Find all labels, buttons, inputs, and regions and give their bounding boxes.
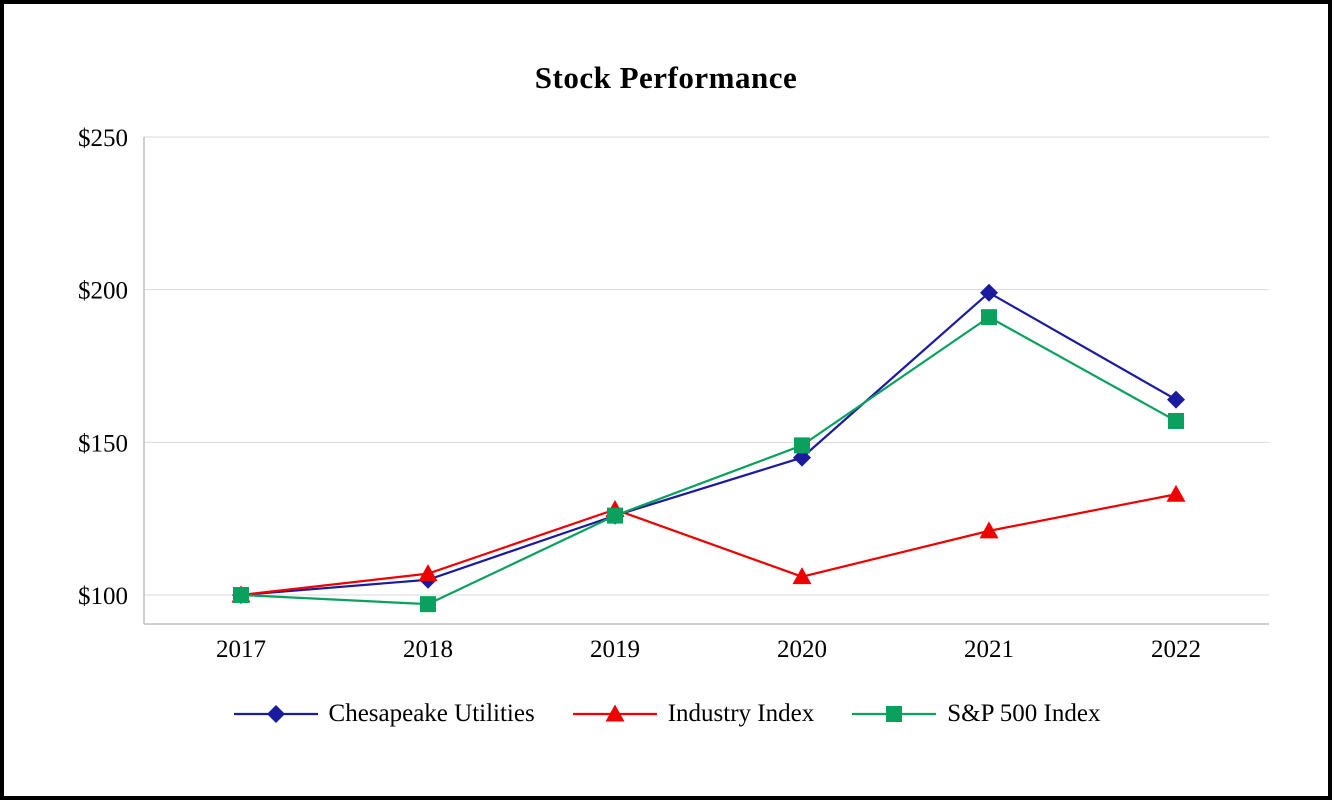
legend-label: Industry Index	[667, 700, 815, 727]
x-axis-tick-label: 2022	[1151, 636, 1201, 663]
legend: Chesapeake Utilities Industry Index S&P 50…	[4, 700, 1328, 728]
series-line-chesapeake-utilities	[240, 291, 1177, 597]
x-axis-tick-label: 2020	[777, 636, 827, 663]
square-marker-icon-s-p-500-index	[1168, 412, 1184, 429]
diamond-marker-icon-chesapeake-utilities	[980, 283, 998, 302]
legend-item-s-p-500-index: S&P 500 Index	[850, 700, 1100, 728]
legend-diamond-swatch-icon	[233, 705, 318, 723]
y-axis-tick-label: $200	[78, 278, 128, 305]
legend-triangle-swatch-icon	[572, 704, 657, 722]
triangle-marker-icon-industry-index	[792, 567, 812, 585]
legend-label: Chesapeake Utilities	[328, 700, 535, 727]
series-line-s-p-500-index	[240, 315, 1177, 606]
stock-performance-chart: $100 $150 $200 $250 2017 2018 2019 2020 2021 2022	[78, 125, 1269, 663]
x-axis-tick-label: 2019	[590, 636, 640, 663]
square-marker-icon-legend	[886, 706, 903, 722]
square-marker-icon-s-p-500-index	[794, 437, 810, 454]
legend-square-swatch-icon	[852, 706, 937, 722]
x-axis-tick-label: 2018	[403, 636, 453, 663]
triangle-marker-icon-industry-index	[979, 521, 999, 539]
triangle-marker-icon-industry-index	[1166, 484, 1186, 502]
y-axis-tick-label: $250	[78, 125, 128, 152]
chart-title: Stock Performance	[534, 60, 798, 95]
square-marker-icon-s-p-500-index	[420, 596, 436, 613]
y-axis-tick-label: $150	[78, 430, 128, 457]
square-marker-icon-s-p-500-index	[233, 587, 249, 603]
square-marker-icon-s-p-500-index	[607, 507, 623, 524]
y-axis-tick-label: $100	[78, 583, 128, 610]
legend-item-industry-index: Industry Index	[571, 700, 815, 728]
legend-label: S&P 500 Index	[947, 700, 1101, 727]
triangle-marker-icon-legend	[605, 704, 625, 722]
legend-item-chesapeake-utilities: Chesapeake Utilities	[232, 700, 535, 728]
diamond-marker-icon-legend	[266, 705, 285, 723]
square-marker-icon-s-p-500-index	[981, 309, 997, 326]
diamond-marker-icon-chesapeake-utilities	[1167, 390, 1185, 409]
series-line-industry-index	[240, 493, 1177, 597]
x-axis-tick-label: 2021	[964, 636, 1014, 663]
triangle-marker-icon-industry-index	[418, 564, 438, 582]
x-axis-tick-label: 2017	[216, 636, 266, 663]
